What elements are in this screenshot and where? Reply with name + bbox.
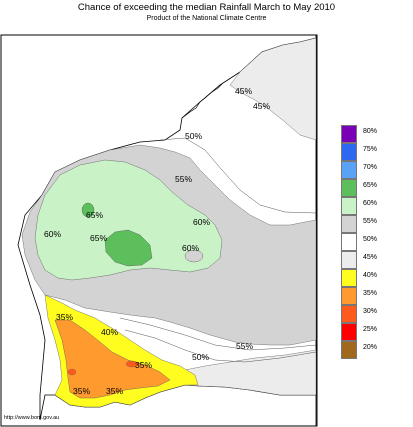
legend-item: 80% bbox=[341, 125, 401, 143]
label-central-55: 55% bbox=[175, 174, 192, 184]
label-sw-35-b: 35% bbox=[135, 360, 152, 370]
legend-item: 40% bbox=[341, 269, 401, 287]
label-east-60: 60% bbox=[193, 217, 210, 227]
label-sw-40: 40% bbox=[101, 327, 118, 337]
legend-label: 60% bbox=[363, 200, 378, 207]
map-frame-border bbox=[0, 34, 318, 427]
legend-label: 45% bbox=[363, 254, 378, 261]
contour-south-50b bbox=[124, 329, 317, 363]
map-value-labels: 45% 45% 50% 55% 65% 60% 60% 65% 60% 35% … bbox=[44, 86, 270, 396]
legend-label: 35% bbox=[363, 290, 378, 297]
legend-label: 70% bbox=[363, 164, 378, 171]
legend-swatch bbox=[341, 305, 357, 323]
legend-swatch bbox=[341, 251, 357, 269]
label-west-60: 60% bbox=[44, 229, 61, 239]
legend-item: 30% bbox=[341, 305, 401, 323]
label-se-55: 55% bbox=[236, 341, 253, 351]
legend-label: 30% bbox=[363, 308, 378, 315]
legend-label: 65% bbox=[363, 182, 378, 189]
legend-item: 50% bbox=[341, 233, 401, 251]
region-green-60 bbox=[34, 159, 223, 281]
region-green-65-large bbox=[104, 229, 153, 267]
region-ne-45 bbox=[229, 37, 317, 141]
contour-north-50 bbox=[159, 137, 317, 214]
legend-label: 20% bbox=[363, 344, 378, 351]
label-sw-35-a: 35% bbox=[56, 312, 73, 322]
legend-label: 50% bbox=[363, 236, 378, 243]
legend-item: 55% bbox=[341, 215, 401, 233]
contour-south-50a bbox=[119, 317, 317, 351]
map-title: Chance of exceeding the median Rainfall … bbox=[77, 2, 336, 13]
region-sw-30-a bbox=[67, 368, 77, 376]
legend-label: 75% bbox=[363, 146, 378, 153]
legend-swatch bbox=[341, 125, 357, 143]
legend-item: 65% bbox=[341, 179, 401, 197]
label-south-50: 50% bbox=[192, 352, 209, 362]
legend-label: 25% bbox=[363, 326, 378, 333]
legend-item: 35% bbox=[341, 287, 401, 305]
region-inner-55 bbox=[184, 249, 204, 263]
source-url: http://www.bom.gov.au bbox=[4, 415, 60, 421]
legend-swatch bbox=[341, 197, 357, 215]
label-sw-35-d: 35% bbox=[106, 386, 123, 396]
legend-item: 60% bbox=[341, 197, 401, 215]
label-inner-60: 60% bbox=[182, 243, 199, 253]
legend-swatch bbox=[341, 341, 357, 359]
legend-swatch bbox=[341, 161, 357, 179]
label-ne-45-a: 45% bbox=[235, 86, 252, 96]
label-green-65-b: 65% bbox=[90, 233, 107, 243]
legend-label: 55% bbox=[363, 218, 378, 225]
legend-item: 25% bbox=[341, 323, 401, 341]
region-sw-30-b bbox=[125, 360, 139, 368]
legend-swatch bbox=[341, 269, 357, 287]
legend-item: 20% bbox=[341, 341, 401, 359]
legend-item: 70% bbox=[341, 161, 401, 179]
region-sw-35 bbox=[54, 319, 171, 399]
coast-ne bbox=[181, 83, 223, 119]
legend-label: 40% bbox=[363, 272, 378, 279]
legend-swatch bbox=[341, 323, 357, 341]
legend-swatch bbox=[341, 179, 357, 197]
label-green-65-a: 65% bbox=[86, 210, 103, 220]
legend-swatch bbox=[341, 143, 357, 161]
legend-item: 75% bbox=[341, 143, 401, 161]
label-ne-45-b: 45% bbox=[253, 101, 270, 111]
region-green-65-small bbox=[81, 202, 95, 218]
label-north-50: 50% bbox=[185, 131, 202, 141]
legend-item: 45% bbox=[341, 251, 401, 269]
legend-swatch bbox=[341, 233, 357, 251]
map-subtitle: Product of the National Climate Centre bbox=[146, 15, 267, 22]
legend-swatch bbox=[341, 215, 357, 233]
legend-label: 80% bbox=[363, 128, 378, 135]
legend-swatch bbox=[341, 287, 357, 305]
label-sw-35-c: 35% bbox=[73, 386, 90, 396]
